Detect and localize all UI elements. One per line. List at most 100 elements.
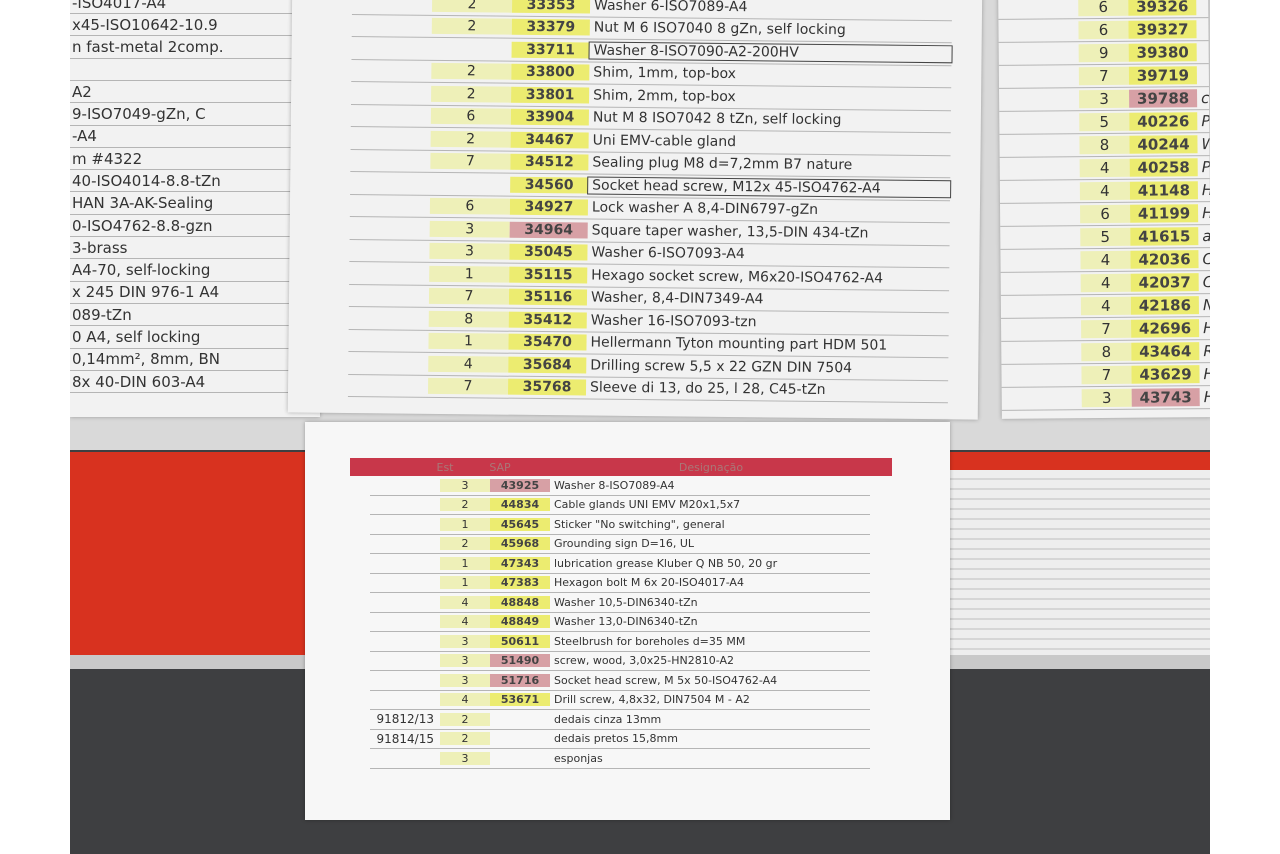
quantity-cell: 7 xyxy=(428,288,510,305)
sap-code-cell: 40244 xyxy=(1129,135,1198,154)
text-line: A4-70, self-locking xyxy=(70,260,320,282)
right-parts-sheet: 6 39326 6 39327 9 39380 7 39719 3 39788 c 5 40226 P 8 4… xyxy=(998,0,1210,419)
table-row: 4 40258 Po xyxy=(999,156,1210,181)
table-row: 1 45645 Sticker "No switching", general xyxy=(370,515,870,535)
designation-cell: Nut M1 xyxy=(1202,296,1210,315)
text-line xyxy=(70,59,320,81)
quantity-cell: 4 xyxy=(428,355,509,373)
designation-cell: Hexagon xyxy=(1203,319,1210,338)
sap-code-cell: 42037 xyxy=(1130,273,1199,292)
header-sap: SAP xyxy=(489,460,511,474)
designation-cell: Socket head screw, M 5x 50-ISO4762-A4 xyxy=(554,673,778,687)
sap-code-cell: 48849 xyxy=(490,615,550,629)
text-line: -ISO4017-A4 xyxy=(70,0,320,14)
designation-cell: Hexago socket screw, M6x20-ISO4762-A4 xyxy=(591,267,884,287)
designation-cell: Rubber s xyxy=(1203,342,1210,361)
designation-cell: Square taper washer, 13,5-DIN 434-tZn xyxy=(591,222,869,242)
designation-cell: dedais pretos 15,8mm xyxy=(554,732,678,746)
designation-cell: angul xyxy=(1202,227,1210,246)
sap-code-cell: 41615 xyxy=(1130,227,1199,246)
designation-cell: Hexagon bolt M 6x 20-ISO4017-A4 xyxy=(554,576,744,590)
header-designation: Designação xyxy=(678,460,744,474)
table-row: 1 47383 Hexagon bolt M 6x 20-ISO4017-A4 xyxy=(370,574,870,593)
designation-cell: Socket head screw, M12x 45-ISO4762-A4 xyxy=(587,176,952,199)
table-row: 4 42036 Chain xyxy=(1000,248,1210,273)
quantity-cell: 5 xyxy=(1079,112,1130,132)
quantity-cell: 4 xyxy=(1080,250,1131,270)
designation-cell: W xyxy=(1201,135,1210,154)
header-quantity: Est xyxy=(436,460,454,474)
sap-code-cell: 34560 xyxy=(510,176,589,194)
quantity-cell: 3 xyxy=(429,243,510,260)
table-row: 3 51490 screw, wood, 3,0x25-HN2810-A2 xyxy=(370,652,870,671)
table-row: 6 39326 xyxy=(998,0,1209,20)
quantity-cell: 2 xyxy=(431,63,512,80)
table-row: 7 43629 Hexagon xyxy=(1001,363,1210,388)
quantity-cell: 4 xyxy=(440,595,490,609)
designation-cell: Washer 16-ISO7093-tzn xyxy=(590,312,757,331)
quantity-cell: 4 xyxy=(440,615,490,629)
sap-code-cell: 41148 xyxy=(1129,181,1198,200)
designation-cell: Drilling screw 5,5 x 22 GZN DIN 7504 xyxy=(590,357,853,377)
sap-code-cell: 40226 xyxy=(1129,112,1198,131)
sap-code-cell: 35412 xyxy=(508,311,587,329)
table-row: 2 44834 Cable glands UNI EMV M20x1,5x7 xyxy=(370,496,870,515)
designation-cell: Shim, 1mm, top-box xyxy=(593,64,737,83)
sap-code-cell: 33800 xyxy=(511,63,590,81)
quantity-cell: 4 xyxy=(1080,296,1131,316)
quantity-cell: 4 xyxy=(440,693,490,707)
quantity-cell: 8 xyxy=(1079,135,1130,155)
quantity-cell: 1 xyxy=(429,265,510,283)
quantity-cell: 7 xyxy=(430,153,511,170)
text-line: x45-ISO10642-10.9 xyxy=(70,14,320,37)
quantity-cell: 7 xyxy=(1081,365,1132,385)
text-line: 40-ISO4014-8.8-tZn xyxy=(70,170,320,193)
text-line: 0,14mm², 8mm, BN xyxy=(70,349,320,371)
designation-cell: Hexagon b xyxy=(1203,388,1210,407)
sap-code-cell: 35045 xyxy=(509,243,588,261)
sap-code-cell: 43629 xyxy=(1131,365,1200,384)
quantity-cell: 5 xyxy=(1080,227,1131,247)
text-line: 9-ISO7049-gZn, C xyxy=(70,104,320,126)
designation-cell: Washer, 8,4-DIN7349-A4 xyxy=(590,289,764,308)
quantity-cell: 8 xyxy=(428,310,509,328)
text-line: 3-brass xyxy=(70,237,320,260)
designation-cell: Sealing plug M8 d=7,2mm B7 nature xyxy=(592,154,853,174)
sap-code-cell: 43464 xyxy=(1131,342,1200,361)
designation-cell: Sleeve di 13, do 25, l 28, C45-tZn xyxy=(589,379,826,399)
designation-cell: screw, wood, 3,0x25-HN2810-A2 xyxy=(554,654,734,668)
designation-cell: esponjas xyxy=(554,751,603,765)
quantity-cell: 7 xyxy=(1081,319,1132,339)
sap-code-cell: 33353 xyxy=(511,0,591,14)
designation-cell: HSb xyxy=(1202,204,1210,223)
table-row: 4 53671 Drill screw, 4,8x32, DIN7504 M - A… xyxy=(370,691,870,710)
text-line: 8x 40-DIN 603-A4 xyxy=(70,371,320,394)
sap-code-cell: 39788 xyxy=(1129,89,1198,108)
table-row: 1 47343 lubrication grease Kluber Q NB 50,… xyxy=(370,554,870,574)
designation-cell: Steelbrush for boreholes d=35 MM xyxy=(554,634,746,648)
designation-cell: Washer 10,5-DIN6340-tZn xyxy=(554,595,698,609)
table-row: 4 48848 Washer 10,5-DIN6340-tZn xyxy=(370,593,870,613)
table-row: 7 39719 xyxy=(998,64,1209,89)
table-row: 3 43925 Washer 8-ISO7089-A4 xyxy=(370,476,870,496)
text-line: HAN 3A-AK-Sealing xyxy=(70,193,320,215)
table-row: 91812/13 2 dedais cinza 13mm xyxy=(370,710,870,730)
text-line: n fast-metal 2comp. xyxy=(70,37,320,59)
table-row: 3 50611 Steelbrush for boreholes d=35 MM xyxy=(370,632,870,652)
quantity-cell: 4 xyxy=(1079,181,1130,201)
sap-code-cell: 42696 xyxy=(1131,319,1200,338)
designation-cell: Washer 8-ISO7089-A4 xyxy=(554,478,675,492)
quantity-cell: 2 xyxy=(440,537,490,551)
reference-cell: 91812/13 xyxy=(376,712,435,727)
sap-code-cell: 42186 xyxy=(1130,296,1199,315)
front-parts-sheet: Est SAP Designação 3 43925 Washer 8-ISO7089-A… xyxy=(305,422,950,820)
quantity-cell: 1 xyxy=(440,576,490,590)
table-row: 4 42037 Chain xyxy=(1000,271,1210,296)
quantity-cell: 3 xyxy=(440,654,490,668)
table-row: 7 42696 Hexagon xyxy=(1001,317,1210,342)
designation-cell: P xyxy=(1201,112,1210,131)
designation-cell: Drill screw, 4,8x32, DIN7504 M - A2 xyxy=(554,693,750,707)
text-line: 0-ISO4762-8.8-gzn xyxy=(70,215,320,237)
